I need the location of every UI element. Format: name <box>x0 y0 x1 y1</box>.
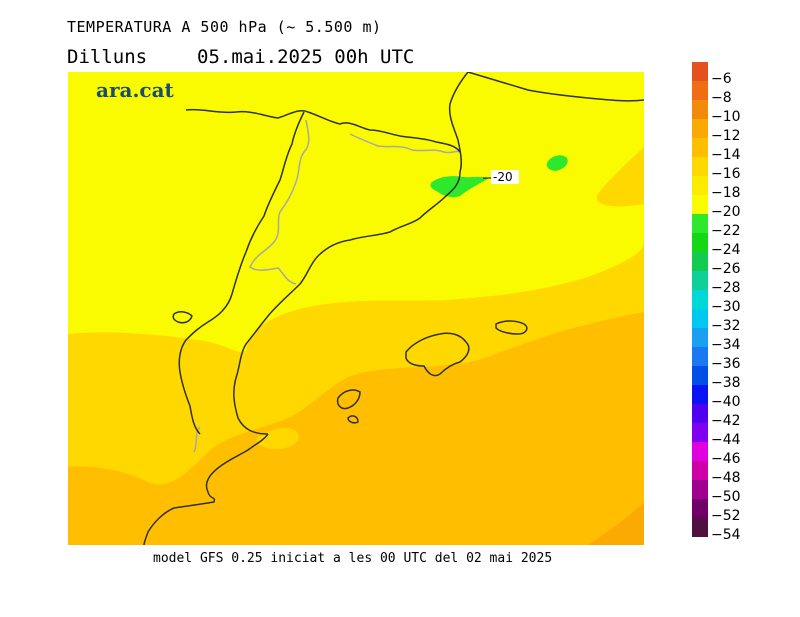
legend-swatch <box>692 385 708 404</box>
temperature-map: -20 <box>68 72 644 545</box>
legend-label: −10 <box>711 109 741 125</box>
legend-label: −48 <box>711 470 741 486</box>
ara-cat-logo: ara.cat <box>96 78 174 102</box>
legend-label: −36 <box>711 356 741 372</box>
small-island-coast <box>172 311 193 324</box>
cold-pocket-west <box>430 176 488 198</box>
legend-swatch <box>692 100 708 119</box>
legend-label: −32 <box>711 318 741 334</box>
cold-pocket-east <box>546 155 568 171</box>
legend-swatch <box>692 461 708 480</box>
legend-swatch <box>692 195 708 214</box>
legend-label: −12 <box>711 128 741 144</box>
legend-label: −42 <box>711 413 741 429</box>
legend-swatch <box>692 499 708 518</box>
legend-label: −50 <box>711 489 741 505</box>
legend-swatch <box>692 423 708 442</box>
legend-label: −30 <box>711 299 741 315</box>
legend-swatch <box>692 271 708 290</box>
eivissa <box>336 389 361 410</box>
zone-12-14 <box>588 502 644 545</box>
map-title: TEMPERATURA A 500 hPa (~ 5.500 m) <box>67 18 382 36</box>
legend-label: −26 <box>711 261 741 277</box>
legend-label: −6 <box>711 71 732 87</box>
legend-label: −18 <box>711 185 741 201</box>
catalonia-coast <box>233 171 461 435</box>
legend-label: −46 <box>711 451 741 467</box>
legend-label: −8 <box>711 90 732 106</box>
legend-label: −16 <box>711 166 741 182</box>
model-info: model GFS 0.25 iniciat a les 00 UTC del … <box>153 551 553 566</box>
border-valencia <box>193 426 201 453</box>
legend-swatch <box>692 138 708 157</box>
temperature-legend <box>692 62 708 537</box>
france-coast-east <box>467 72 644 102</box>
map-canvas: -20 <box>68 72 644 545</box>
legend-label: −20 <box>711 204 741 220</box>
formentera <box>347 415 359 424</box>
legend-swatch <box>692 176 708 195</box>
contour-label: -20 <box>493 170 513 184</box>
legend-swatch <box>692 366 708 385</box>
valencia-coast <box>143 433 269 545</box>
border-aragon-catalonia <box>249 119 310 285</box>
legend-swatch <box>692 252 708 271</box>
forecast-day: Dilluns <box>67 46 148 68</box>
legend-swatch <box>692 518 708 537</box>
legend-swatch <box>692 157 708 176</box>
forecast-datetime: 05.mai.2025 00h UTC <box>197 46 415 68</box>
legend-swatch <box>692 233 708 252</box>
france-coast <box>448 72 469 173</box>
legend-swatch <box>692 309 708 328</box>
legend-swatch <box>692 347 708 366</box>
zone-14-16 <box>68 312 644 545</box>
menorca <box>495 320 528 335</box>
legend-label: −24 <box>711 242 741 258</box>
legend-swatch <box>692 404 708 423</box>
legend-label: −14 <box>711 147 741 163</box>
legend-label: −40 <box>711 394 741 410</box>
legend-label: −34 <box>711 337 741 353</box>
legend-swatch <box>692 81 708 100</box>
border-france-andorra <box>349 133 461 154</box>
legend-label: −52 <box>711 508 741 524</box>
zone-14-16-pocket <box>256 427 299 450</box>
legend-swatch <box>692 442 708 461</box>
legend-label: −38 <box>711 375 741 391</box>
legend-label: −54 <box>711 527 741 543</box>
legend-label: −22 <box>711 223 741 239</box>
legend-swatch <box>692 119 708 138</box>
pyrenees-border <box>185 108 461 153</box>
contour-label-box <box>491 170 519 184</box>
zone-16-18-east <box>596 147 644 207</box>
legend-label: −44 <box>711 432 741 448</box>
legend-swatch <box>692 480 708 499</box>
legend-swatch <box>692 290 708 309</box>
mallorca <box>405 332 470 377</box>
inland-border <box>178 111 305 435</box>
legend-swatch <box>692 328 708 347</box>
legend-swatch <box>692 214 708 233</box>
legend-label: −28 <box>711 280 741 296</box>
legend-swatch <box>692 62 708 81</box>
